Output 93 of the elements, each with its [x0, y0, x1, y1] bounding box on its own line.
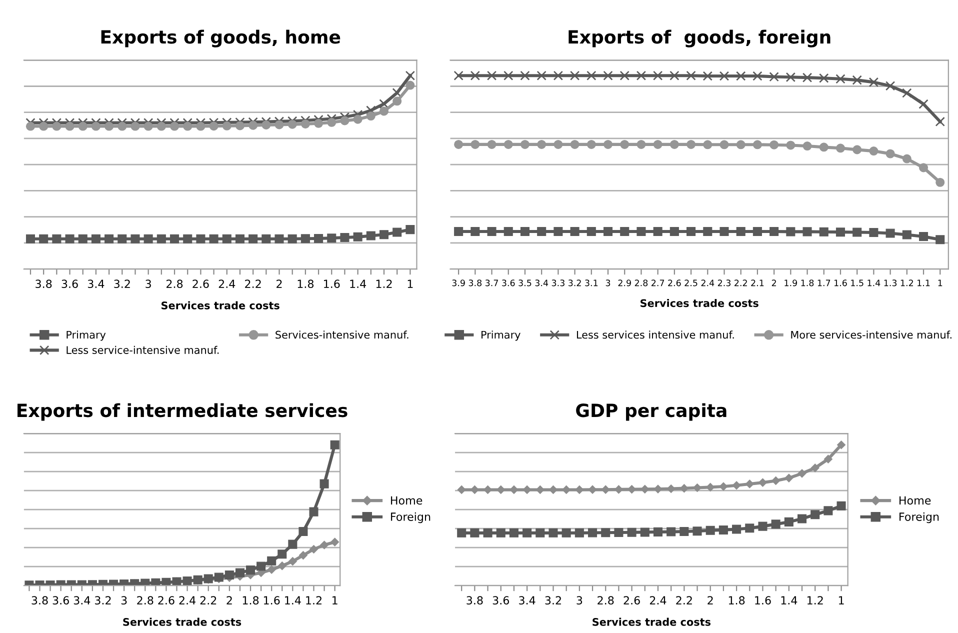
legend-label: Foreign — [900, 512, 939, 524]
x-tick-label: 1.9 — [784, 280, 798, 286]
x-tick-label: 2.4 — [701, 280, 714, 286]
x-tick-label: 2.2 — [245, 280, 261, 288]
x-tick-label: 3.4 — [519, 596, 536, 605]
legend-label: Primary — [66, 330, 106, 341]
x-tick-label: 3.6 — [62, 280, 78, 288]
x-axis-title: Services trade costs — [592, 618, 711, 626]
x-tick-label: 1.8 — [242, 596, 259, 605]
x-tick-label: 2.3 — [718, 280, 731, 286]
x-tick-label: 1.2 — [376, 280, 392, 288]
x-tick-label: 2.8 — [137, 596, 154, 605]
legend-label: Less service-intensive manuf. — [66, 346, 219, 354]
x-axis-title: Services trade costs — [123, 618, 242, 626]
x-tick-label: 2.7 — [652, 280, 664, 286]
x-tick-label: 2.2 — [200, 596, 216, 604]
x-axis-title: Services trade costs — [162, 301, 280, 310]
x-tick-label: 3.7 — [485, 280, 498, 286]
x-tick-label: 2.6 — [158, 596, 174, 605]
x-tick-label: 1.6 — [755, 596, 771, 605]
x-tick-label: 2.6 — [192, 280, 209, 288]
x-tick-label: 3.4 — [88, 280, 104, 288]
x-tick-label: 1.3 — [884, 280, 897, 286]
x-tick-label: 1.8 — [298, 280, 314, 288]
x-tick-label: 3.2 — [568, 280, 581, 286]
x-tick-label: 3 — [576, 596, 582, 605]
legend-label: Home — [900, 496, 931, 505]
chart-title: Exports of goods, home — [101, 30, 340, 48]
x-tick-label: 1.2 — [900, 280, 913, 286]
x-tick-label: 1.2 — [306, 596, 322, 604]
legend-label: Foreign — [391, 512, 430, 524]
x-tick-label: 3.2 — [94, 596, 111, 605]
x-tick-label: 1.5 — [851, 280, 864, 286]
x-tick-label: 3.8 — [32, 596, 48, 605]
x-tick-label: 2.2 — [676, 596, 692, 604]
x-tick-label: 2 — [772, 280, 776, 286]
legend-label: More services-intensive manuf. — [791, 330, 952, 339]
x-tick-label: 1.6 — [264, 596, 280, 605]
x-tick-label: 3.2 — [545, 596, 561, 605]
x-tick-label: 2.8 — [166, 280, 183, 288]
x-tick-label: 1.8 — [801, 280, 814, 286]
x-tick-label: 3.8 — [468, 280, 482, 286]
x-tick-label: 3.6 — [492, 596, 510, 605]
x-tick-label: 1.8 — [728, 596, 745, 605]
x-tick-label: 2.4 — [218, 280, 236, 288]
chart-title: Exports of goods, foreign — [568, 30, 830, 48]
legend-label: Services-intensive manuf. — [276, 330, 408, 339]
x-tick-label: 1.7 — [818, 280, 830, 286]
legend-label: Less services intensive manuf. — [576, 330, 734, 339]
x-tick-label: 3 — [121, 596, 127, 605]
x-tick-label: 3.6 — [52, 596, 69, 605]
x-tick-label: 1 — [408, 280, 413, 288]
x-tick-label: 2.8 — [598, 596, 614, 605]
x-tick-label: 1.4 — [781, 596, 798, 604]
x-tick-label: 2.9 — [618, 280, 631, 286]
x-tick-label: 1.6 — [834, 280, 847, 286]
x-tick-label: 3.9 — [452, 280, 465, 286]
x-tick-label: 1.6 — [324, 280, 340, 288]
x-tick-label: 3.8 — [466, 596, 483, 605]
x-tick-label: 1.4 — [868, 280, 880, 286]
x-tick-label: 2.5 — [684, 280, 698, 286]
x-tick-label: 1 — [332, 596, 338, 604]
x-tick-label: 2.6 — [668, 280, 681, 286]
x-tick-label: 2.2 — [734, 280, 747, 286]
x-tick-label: 2 — [226, 596, 232, 604]
legend-label: Primary — [482, 330, 520, 341]
x-tick-label: 3.8 — [36, 280, 52, 288]
x-tick-label: 2.4 — [650, 596, 666, 604]
x-tick-label: 2.6 — [624, 596, 640, 605]
x-tick-label: 3.2 — [114, 280, 130, 288]
x-tick-label: 3.4 — [74, 596, 90, 605]
x-tick-label: 3 — [146, 280, 151, 288]
x-tick-label: 3.3 — [552, 280, 564, 286]
x-tick-label: 3.6 — [502, 280, 515, 286]
x-tick-label: 1.2 — [807, 596, 823, 604]
x-tick-label: 1 — [838, 596, 844, 604]
x-tick-label: 1.4 — [350, 280, 366, 288]
chart-title: Exports of intermediate services — [18, 403, 348, 421]
x-tick-label: 3.5 — [518, 280, 532, 286]
x-tick-label: 1 — [938, 280, 942, 286]
legend-label: Home — [391, 496, 422, 505]
x-tick-label: 2.8 — [634, 280, 648, 286]
chart-title: GDP per capita — [576, 403, 726, 421]
x-tick-label: 1.1 — [918, 280, 930, 286]
x-tick-label: 2 — [276, 280, 282, 288]
x-tick-label: 3.4 — [535, 280, 548, 286]
x-axis-title: Services trade costs — [640, 299, 758, 308]
x-tick-label: 2 — [708, 596, 713, 604]
x-tick-label: 2.4 — [179, 596, 196, 604]
x-tick-label: 2.1 — [751, 280, 764, 286]
x-tick-label: 3 — [606, 280, 610, 286]
x-tick-label: 1.4 — [285, 596, 301, 604]
x-tick-label: 3.1 — [585, 280, 598, 286]
